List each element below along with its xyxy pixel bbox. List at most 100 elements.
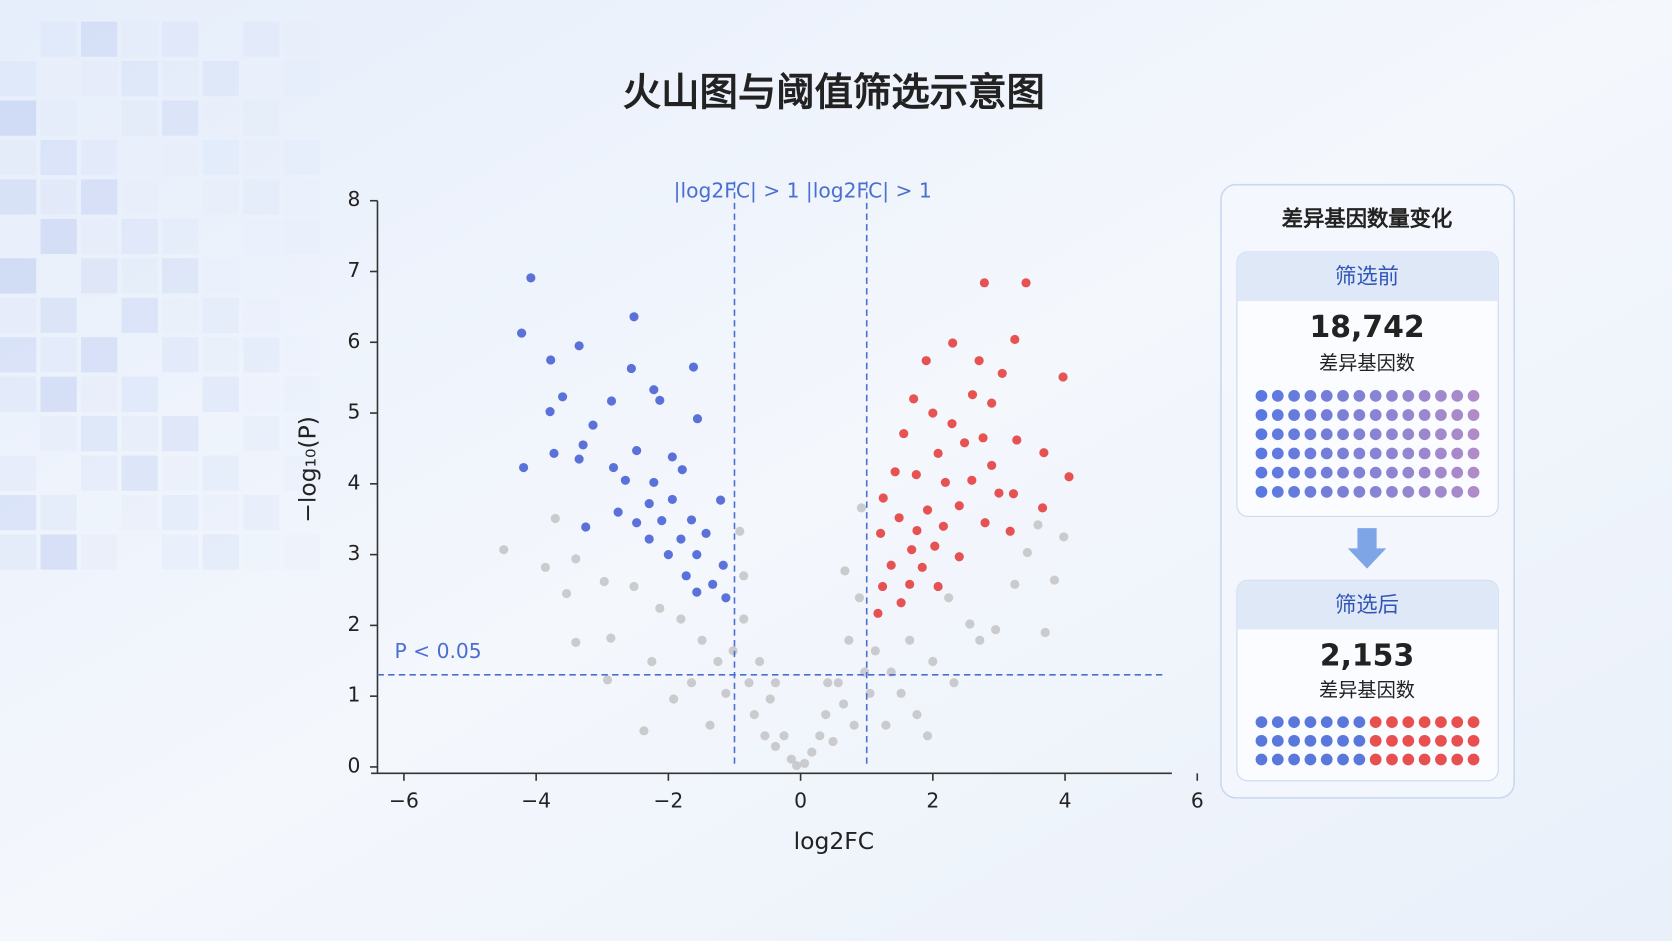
point <box>735 526 745 536</box>
y-tick-label: 1 <box>348 683 361 707</box>
point <box>677 465 687 475</box>
point <box>1039 448 1049 458</box>
deco-tile <box>40 100 77 136</box>
dot <box>1337 466 1349 479</box>
deco-tile <box>0 61 37 97</box>
after-caption: 差异基因数 <box>1319 679 1415 702</box>
dot <box>1467 753 1480 766</box>
deco-tile <box>283 376 320 412</box>
point <box>519 462 529 473</box>
point <box>692 550 702 560</box>
deco-tile <box>162 337 199 373</box>
point <box>922 505 933 515</box>
dot <box>1402 389 1415 402</box>
point <box>574 341 584 351</box>
dot <box>1353 716 1366 729</box>
point <box>979 278 989 288</box>
dot <box>1435 716 1447 729</box>
deco-tile <box>81 218 118 255</box>
dot <box>1369 716 1382 729</box>
deco-tile <box>202 337 239 373</box>
dot <box>1467 389 1480 402</box>
dot <box>1255 409 1268 421</box>
point <box>940 477 950 487</box>
point <box>546 355 556 365</box>
dot <box>1271 734 1284 747</box>
dot <box>1304 409 1317 421</box>
dot <box>1386 409 1398 421</box>
point <box>613 507 623 517</box>
deco-tile <box>40 416 77 452</box>
dot <box>1320 389 1333 402</box>
deco-tile <box>243 100 280 136</box>
threshold-label: |log2FC| > 1 <box>806 179 932 203</box>
dot <box>1386 734 1398 747</box>
deco-tile <box>243 218 280 255</box>
point <box>1005 526 1015 536</box>
dot <box>1304 389 1317 402</box>
point <box>905 635 915 645</box>
point <box>894 513 904 523</box>
panel-title: 差异基因数量变化 <box>1282 206 1453 232</box>
dot <box>1337 447 1349 460</box>
dot <box>1288 447 1300 460</box>
after-label: 筛选后 <box>1335 593 1399 618</box>
point <box>620 475 630 485</box>
deco-tile <box>243 139 280 176</box>
dot <box>1435 753 1447 766</box>
dot <box>1418 753 1431 766</box>
point <box>667 452 677 462</box>
plot-area: −6 −4 −2 0 2 4 6 0 1 2 3 4 5 6 7 8 |log2FC| > 1 |log2FC| … <box>348 179 1204 813</box>
dot <box>1353 485 1366 498</box>
dot <box>1320 466 1333 479</box>
deco-tile <box>202 179 239 215</box>
deco-tile <box>40 21 77 57</box>
dot <box>1288 466 1300 479</box>
point <box>697 635 707 645</box>
dot <box>1467 485 1480 498</box>
y-tick-label: 6 <box>348 329 361 353</box>
point <box>978 433 988 443</box>
point <box>987 398 997 408</box>
chart-title: 火山图与阈值筛选示意图 <box>623 71 1045 116</box>
deco-tile <box>243 337 280 373</box>
deco-tile <box>162 21 199 57</box>
point <box>655 395 665 405</box>
point <box>760 731 770 741</box>
dot <box>1369 734 1382 747</box>
point <box>849 720 859 730</box>
dot <box>1337 485 1349 498</box>
deco-tile <box>81 258 118 294</box>
deco-tile <box>40 179 77 215</box>
dot <box>1255 734 1268 747</box>
point <box>571 637 581 647</box>
point <box>578 440 588 450</box>
dot <box>1304 753 1317 766</box>
point <box>655 603 665 613</box>
y-tick-label: 0 <box>348 753 361 777</box>
x-tick-label: −2 <box>653 789 683 813</box>
point <box>540 562 550 572</box>
point <box>917 562 927 572</box>
deco-tile <box>202 455 239 491</box>
dot <box>1386 716 1398 729</box>
point <box>649 477 659 487</box>
deco-tile <box>202 139 239 176</box>
point <box>948 338 958 348</box>
point <box>987 460 997 471</box>
deco-tile <box>162 61 199 97</box>
dot <box>1418 734 1431 747</box>
point <box>933 448 943 458</box>
point <box>629 581 639 592</box>
point <box>878 493 888 503</box>
dot <box>1255 466 1268 479</box>
dot <box>1386 485 1398 498</box>
point <box>912 525 922 536</box>
point <box>708 579 718 589</box>
deco-tile <box>283 534 320 570</box>
dot <box>1402 466 1415 479</box>
point <box>581 522 591 532</box>
dot <box>1320 485 1333 498</box>
dot <box>1320 753 1333 766</box>
dot <box>1451 734 1464 747</box>
